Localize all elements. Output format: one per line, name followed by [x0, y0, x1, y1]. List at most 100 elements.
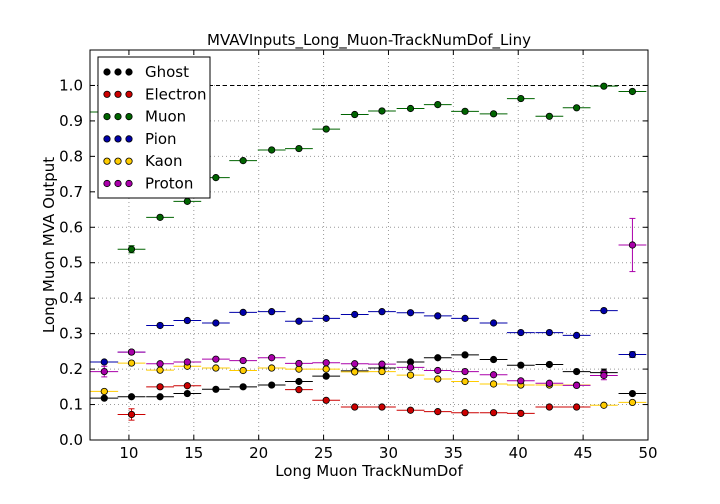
y-tick-label: 0.6	[59, 218, 83, 236]
data-point	[239, 356, 247, 365]
data-point	[100, 394, 108, 402]
data-point	[212, 385, 220, 393]
legend-box	[97, 56, 211, 199]
legend-marker	[114, 90, 122, 98]
data-point	[628, 350, 637, 359]
legend-marker	[114, 68, 122, 76]
data-point	[517, 328, 525, 337]
data-point	[351, 360, 359, 368]
series-proton	[90, 217, 647, 389]
data-point	[295, 317, 303, 325]
data-point	[100, 387, 108, 396]
legend-label-muon: Muon	[145, 108, 186, 126]
data-point	[406, 309, 415, 317]
data-point	[351, 110, 359, 119]
data-point	[295, 377, 303, 386]
legend-marker	[103, 135, 111, 143]
data-point	[127, 359, 136, 367]
y-tick-label: 0.2	[59, 360, 83, 378]
data-point	[600, 306, 608, 315]
data-point	[406, 363, 415, 371]
data-point	[378, 360, 386, 368]
data-point	[322, 125, 330, 133]
data-point	[183, 389, 191, 398]
data-point	[127, 410, 136, 419]
data-point	[239, 383, 247, 391]
data-point	[489, 380, 498, 388]
data-point	[268, 308, 276, 316]
data-point	[183, 382, 191, 390]
legend-marker	[103, 113, 111, 121]
legend-label-kaon: Kaon	[145, 152, 182, 170]
data-point	[517, 409, 525, 418]
y-tick-label: 0.5	[59, 254, 83, 272]
data-point	[545, 403, 553, 411]
legend-marker	[125, 157, 133, 165]
data-point	[517, 361, 525, 369]
legend: Ghost Electron Muon Pion Kaon Proton	[97, 56, 211, 199]
data-point	[628, 87, 637, 96]
legend-marker	[103, 179, 111, 188]
data-point	[268, 381, 276, 389]
legend-marker	[103, 90, 111, 98]
y-tick-label: 0.8	[59, 147, 83, 165]
legend-marker	[103, 157, 111, 165]
data-point	[517, 377, 525, 385]
data-point	[212, 364, 220, 372]
data-point	[573, 104, 581, 112]
data-point	[239, 366, 247, 375]
legend-marker	[125, 90, 133, 98]
data-point	[378, 367, 386, 376]
data-point	[351, 310, 359, 319]
data-point	[573, 367, 581, 376]
data-point	[489, 110, 498, 118]
legend-marker	[125, 179, 133, 188]
data-point	[461, 409, 469, 417]
axis-ticks: 10 15 20 25 30 35 40 45 50 0.0 0.1 0.2 0.3 0.4 0.5 0.6 0…	[59, 50, 658, 462]
data-point	[156, 321, 164, 330]
data-point	[100, 358, 108, 366]
data-point	[406, 371, 415, 379]
data-point	[183, 358, 191, 366]
x-tick-label: 10	[119, 444, 138, 462]
data-point	[100, 367, 108, 376]
data-point	[628, 398, 637, 407]
data-point	[545, 328, 553, 337]
data-point	[295, 359, 303, 368]
legend-label-proton: Proton	[145, 175, 193, 193]
y-tick-label: 0.3	[59, 325, 83, 343]
data-point	[406, 104, 415, 113]
data-point	[406, 406, 415, 414]
legend-label-pion: Pion	[145, 130, 177, 148]
x-tick-label: 20	[249, 444, 268, 462]
data-point	[378, 308, 386, 316]
data-point	[545, 112, 553, 120]
y-tick-label: 0.4	[59, 289, 83, 307]
series-electron	[117, 382, 591, 421]
x-tick-label: 45	[574, 444, 593, 462]
legend-marker	[103, 68, 111, 76]
data-point	[434, 375, 442, 383]
legend-label-ghost: Ghost	[145, 63, 189, 81]
data-point	[127, 348, 136, 356]
data-point	[628, 241, 637, 249]
data-point	[545, 360, 553, 369]
data-point	[156, 383, 164, 391]
x-tick-label: 15	[184, 444, 203, 462]
y-tick-label: 1.0	[59, 76, 83, 94]
data-point	[434, 408, 442, 416]
data-point	[461, 107, 469, 115]
legend-marker	[114, 135, 122, 143]
x-tick-label: 25	[314, 444, 333, 462]
data-point	[573, 331, 581, 340]
data-point	[489, 409, 498, 417]
data-point	[156, 393, 164, 401]
data-point	[461, 367, 469, 376]
data-point	[351, 403, 359, 411]
data-point	[268, 354, 276, 362]
x-tick-label: 35	[444, 444, 463, 462]
data-point	[489, 355, 498, 364]
x-tick-label: 40	[509, 444, 528, 462]
data-point	[183, 316, 191, 325]
data-point	[239, 308, 247, 316]
